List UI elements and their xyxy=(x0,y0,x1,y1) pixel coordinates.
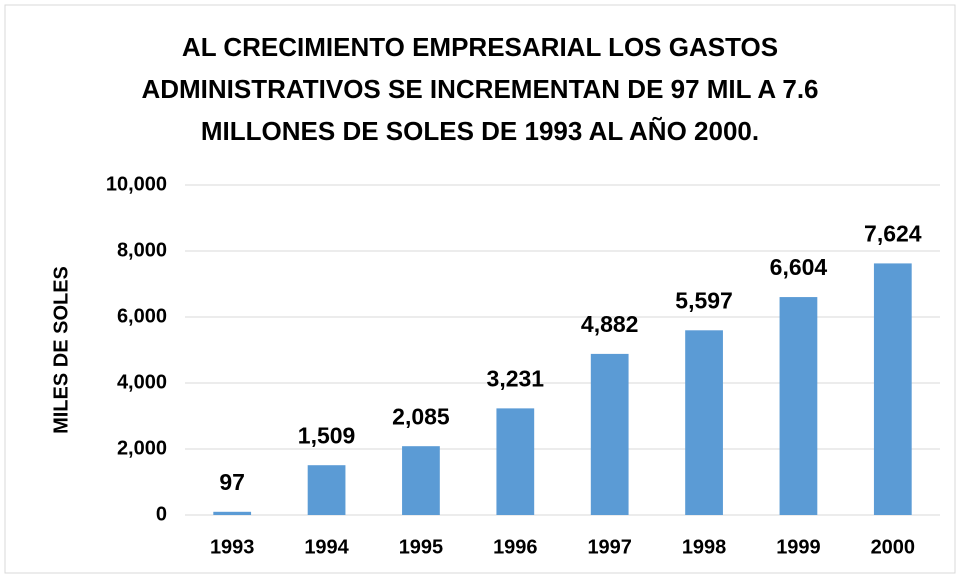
x-tick-label: 1993 xyxy=(210,536,255,558)
data-label: 5,597 xyxy=(675,287,733,313)
y-tick-label: 0 xyxy=(156,503,167,525)
chart-title: AL CRECIMIENTO EMPRESARIAL LOS GASTOS AD… xyxy=(141,32,819,146)
x-tick-label: 1998 xyxy=(682,536,727,558)
data-label: 4,882 xyxy=(581,311,639,337)
bar xyxy=(307,465,346,515)
x-tick-label: 1994 xyxy=(304,536,349,558)
data-label: 7,624 xyxy=(864,220,922,246)
bar xyxy=(496,408,535,515)
y-tick-label: 6,000 xyxy=(117,305,167,327)
bar xyxy=(685,330,723,515)
bar xyxy=(402,446,440,515)
data-label: 6,604 xyxy=(770,254,828,280)
x-tick-label: 1995 xyxy=(399,536,444,558)
data-label: 3,231 xyxy=(487,365,545,391)
data-label: 97 xyxy=(219,469,245,495)
x-tick-label: 1999 xyxy=(776,536,821,558)
y-tick-label: 4,000 xyxy=(117,371,167,393)
y-axis-label: MILES DE SOLES xyxy=(50,266,72,434)
bar xyxy=(873,263,912,515)
bar xyxy=(779,297,818,515)
y-tick-label: 2,000 xyxy=(117,437,167,459)
x-tick-label: 2000 xyxy=(871,536,916,558)
data-label: 1,509 xyxy=(298,422,356,448)
bar xyxy=(590,353,629,515)
x-tick-label: 1997 xyxy=(587,536,632,558)
data-label: 2,085 xyxy=(392,403,450,429)
y-tick-label: 10,000 xyxy=(106,173,167,195)
y-tick-label: 8,000 xyxy=(117,239,167,261)
bar xyxy=(213,511,252,515)
x-tick-label: 1996 xyxy=(493,536,538,558)
